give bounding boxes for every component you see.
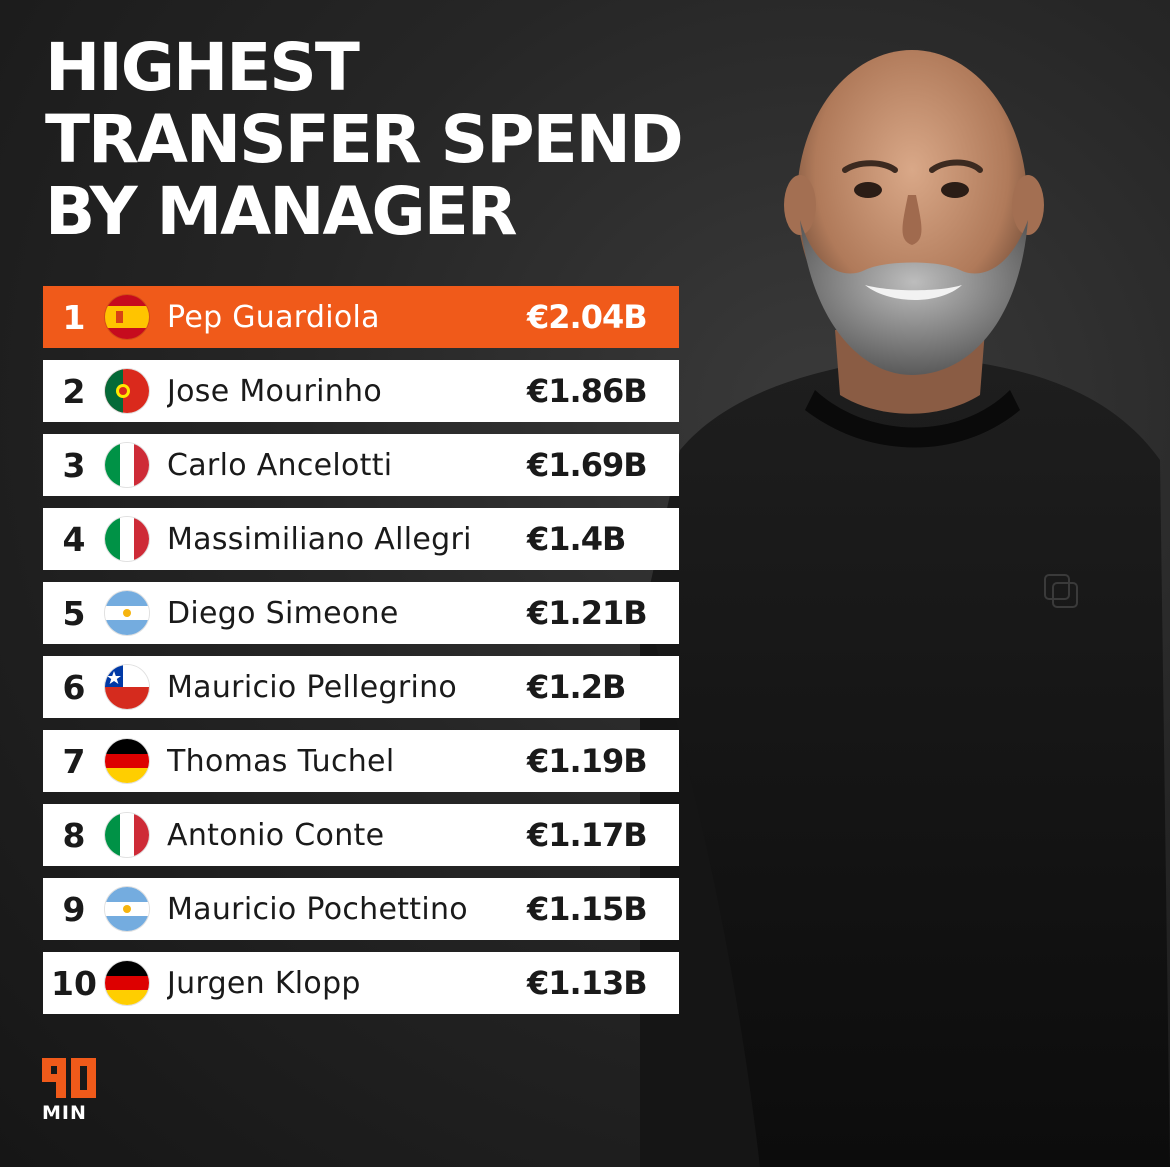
transfer-amount: €1.4B [527, 520, 626, 558]
transfer-amount: €1.2B [527, 668, 626, 706]
title-line-2: TRANSFER SPEND [45, 101, 684, 178]
germany-flag-icon [105, 739, 149, 783]
manager-name: Mauricio Pochettino [167, 891, 468, 927]
logo-text: MIN [42, 1102, 87, 1124]
transfer-amount: €1.15B [527, 890, 648, 928]
rank-number: 5 [62, 593, 86, 633]
ranking-row: 5 Diego Simeone €1.21B [43, 582, 679, 644]
ranking-row: 10 Jurgen Klopp €1.13B [43, 952, 679, 1014]
rank-number: 8 [62, 815, 86, 855]
manager-name: Massimiliano Allegri [167, 521, 472, 557]
germany-flag-icon [105, 961, 149, 1005]
ranking-row: 8 Antonio Conte €1.17B [43, 804, 679, 866]
rank-number: 3 [62, 445, 86, 485]
manager-name: Antonio Conte [167, 817, 385, 853]
ranking-row: 2 Jose Mourinho €1.86B [43, 360, 679, 422]
manager-portrait [640, 50, 1170, 1167]
ranking-row: 6 Mauricio Pellegrino €1.2B [43, 656, 679, 718]
italy-flag-icon [105, 813, 149, 857]
rank-number: 6 [62, 667, 86, 707]
rank-number: 2 [62, 371, 86, 411]
manager-name: Pep Guardiola [167, 299, 380, 335]
rank-number: 10 [51, 963, 97, 1003]
ranking-row: 7 Thomas Tuchel €1.19B [43, 730, 679, 792]
rank-number: 9 [62, 889, 86, 929]
chile-flag-icon [105, 665, 149, 709]
rank-number: 4 [62, 519, 86, 559]
ranking-row: 1 Pep Guardiola €2.04B [43, 286, 679, 348]
transfer-amount: €1.86B [527, 372, 648, 410]
italy-flag-icon [105, 443, 149, 487]
manager-name: Carlo Ancelotti [167, 447, 393, 483]
ranking-row: 9 Mauricio Pochettino €1.15B [43, 878, 679, 940]
manager-name: Jurgen Klopp [167, 965, 361, 1001]
manager-name: Mauricio Pellegrino [167, 669, 458, 705]
logo-mark-icon [42, 1058, 96, 1098]
90min-logo: MIN [40, 1056, 102, 1124]
ranking-list: 1 Pep Guardiola €2.04B 2 Jose Mourinho €… [43, 286, 679, 1026]
ranking-row: 4 Massimiliano Allegri €1.4B [43, 508, 679, 570]
italy-flag-icon [105, 517, 149, 561]
manager-name: Diego Simeone [167, 595, 399, 631]
transfer-amount: €2.04B [527, 298, 648, 336]
argentina-flag-icon [105, 591, 149, 635]
transfer-amount: €1.17B [527, 816, 648, 854]
argentina-flag-icon [105, 887, 149, 931]
rank-number: 7 [62, 741, 86, 781]
title-line-1: HIGHEST [45, 29, 360, 106]
manager-name: Thomas Tuchel [167, 743, 395, 779]
transfer-amount: €1.21B [527, 594, 648, 632]
manager-name: Jose Mourinho [167, 373, 383, 409]
title-line-3: BY MANAGER [45, 173, 518, 250]
rank-number: 1 [62, 297, 86, 337]
spain-flag-icon [105, 295, 149, 339]
transfer-amount: €1.19B [527, 742, 648, 780]
transfer-amount: €1.69B [527, 446, 648, 484]
transfer-amount: €1.13B [527, 964, 648, 1002]
ranking-row: 3 Carlo Ancelotti €1.69B [43, 434, 679, 496]
portugal-flag-icon [105, 369, 149, 413]
page-title: HIGHEST TRANSFER SPEND BY MANAGER [45, 29, 684, 250]
